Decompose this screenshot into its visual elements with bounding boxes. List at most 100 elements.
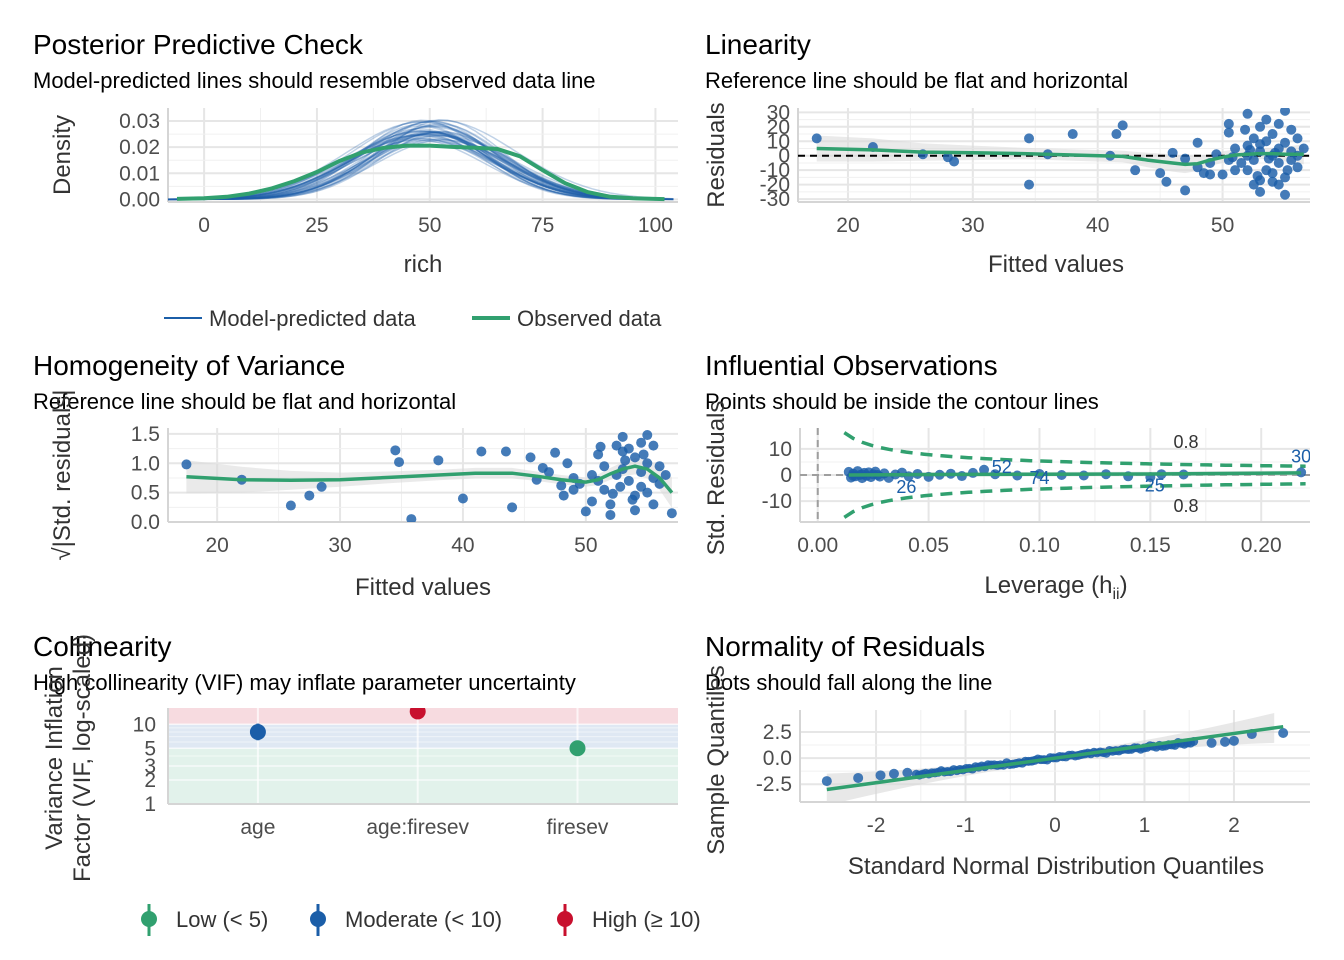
x-axis-label: rich: [404, 251, 443, 278]
quantile-point: [875, 770, 886, 781]
residual-point: [433, 455, 444, 466]
y-tick-label: 1.0: [131, 452, 160, 475]
y-tick-label: -2.5: [756, 773, 792, 796]
y-axis-label-line-1: Variance Inflation: [41, 666, 68, 850]
x-tick-label: 30: [961, 214, 984, 237]
observation-point: [1296, 467, 1307, 478]
residual-point: [1217, 169, 1228, 180]
x-tick-label: 2: [1228, 814, 1240, 837]
y-tick-label: 20: [767, 116, 790, 139]
x-tick-label: 0.15: [1130, 534, 1171, 557]
y-axis-label: √|Std. residuals|: [49, 389, 76, 560]
predicted-draw-line: [168, 139, 674, 201]
predicted-draw-line: [168, 132, 674, 201]
point-label: 25: [1145, 475, 1165, 495]
panel-linearity: Linearity Reference line should be flat …: [698, 29, 1344, 278]
residual-point: [1130, 165, 1141, 176]
axis-ticks: 0.00 0.05 0.10 0.15 0.20 -10 0 10: [762, 438, 1282, 557]
predicted-draw-line: [168, 119, 674, 201]
residual-point: [638, 449, 649, 460]
point-labels: 30 52 74 26 25: [896, 447, 1310, 497]
residual-point: [620, 455, 631, 466]
residual-point: [1280, 137, 1291, 148]
axis-ticks: 0 25 50 75 100 0.00 0.01 0.02 0.03: [119, 110, 673, 237]
residual-point: [1167, 147, 1178, 158]
residual-point: [811, 133, 822, 144]
residual-point: [1298, 143, 1309, 154]
residual-point: [1180, 185, 1191, 196]
residual-point: [636, 437, 647, 448]
residual-point: [949, 156, 960, 167]
residual-point: [629, 505, 640, 516]
residual-point: [593, 449, 604, 460]
predicted-draw-line: [168, 125, 674, 201]
x-axis-label: Fitted values: [355, 574, 491, 601]
y-axis-label: Residuals: [703, 102, 730, 207]
residual-point: [1273, 157, 1284, 168]
panel-subtitle: Model-predicted lines should resemble ob…: [33, 68, 596, 93]
residual-point: [1248, 155, 1259, 166]
y-tick-label: 1.5: [131, 423, 160, 446]
residual-point: [642, 430, 653, 441]
observation-points: [843, 464, 1307, 484]
y-tick-label: 10: [133, 713, 156, 736]
y-tick-label: 0: [778, 145, 790, 168]
residual-point: [476, 446, 487, 457]
residual-point: [1223, 118, 1234, 129]
residual-point: [1255, 121, 1266, 132]
panel-title: Normality of Residuals: [705, 631, 985, 662]
y-axis-label-line-2: Factor (VIF, log-scaled): [69, 634, 96, 882]
x-tick-label: age: [240, 816, 275, 839]
y-tick-label: 0.00: [119, 188, 160, 211]
residual-point: [1286, 124, 1297, 135]
legend: Model-predicted data Observed data: [164, 306, 662, 331]
predicted-draw-line: [168, 131, 674, 201]
x-axis-label: Standard Normal Distribution Quantiles: [848, 853, 1264, 880]
x-tick-label: 0.00: [797, 534, 838, 557]
predicted-draw-line: [168, 133, 674, 201]
residual-point: [654, 461, 665, 472]
x-tick-label: 50: [418, 214, 441, 237]
residual-point: [648, 499, 659, 510]
residual-point: [642, 458, 653, 469]
predicted-draw-line: [168, 124, 674, 201]
y-tick-label: 10: [767, 130, 790, 153]
predicted-draw-line: [168, 139, 674, 201]
x-axis-label: Leverage (hii): [984, 572, 1127, 603]
y-tick-label: 10: [769, 438, 792, 461]
legend-label-predicted: Model-predicted data: [209, 306, 416, 331]
residual-point: [607, 488, 618, 499]
quantile-point: [902, 767, 913, 778]
residual-point: [1236, 157, 1247, 168]
x-tick-label: 25: [305, 214, 328, 237]
residual-point: [1111, 129, 1122, 140]
residual-point: [181, 459, 192, 470]
point-label: 26: [896, 477, 916, 497]
residual-point: [1255, 186, 1266, 197]
residual-point: [617, 431, 628, 442]
residual-point: [1024, 133, 1035, 144]
panel-title: Collinearity: [33, 631, 172, 662]
residual-point: [648, 440, 659, 451]
x-tick-label: 0.05: [908, 534, 949, 557]
y-tick-label: 0: [780, 464, 792, 487]
residual-point: [1161, 176, 1172, 187]
predicted-draw-line: [168, 130, 674, 201]
x-tick-label: 40: [1086, 214, 1109, 237]
y-axis-label: Density: [49, 115, 76, 195]
x-tick-label: age:firesev: [366, 816, 469, 839]
x-tick-label: 30: [328, 534, 351, 557]
residual-point: [507, 502, 518, 513]
y-tick-label: -10: [760, 159, 790, 182]
residual-point: [642, 487, 653, 498]
y-tick-label: 5: [144, 737, 156, 760]
residual-point: [1180, 153, 1191, 164]
residual-point: [1273, 179, 1284, 190]
residual-point: [1261, 114, 1272, 125]
y-tick-label: 0.03: [119, 110, 160, 133]
residual-point: [1117, 120, 1128, 131]
residual-point: [615, 481, 626, 492]
x-tick-label: 1: [1139, 814, 1151, 837]
panel-normality-of-residuals: -2 -1 0 1 2 -2.5 0.0 2.5 Normality of Residuals…: [698, 631, 1310, 880]
